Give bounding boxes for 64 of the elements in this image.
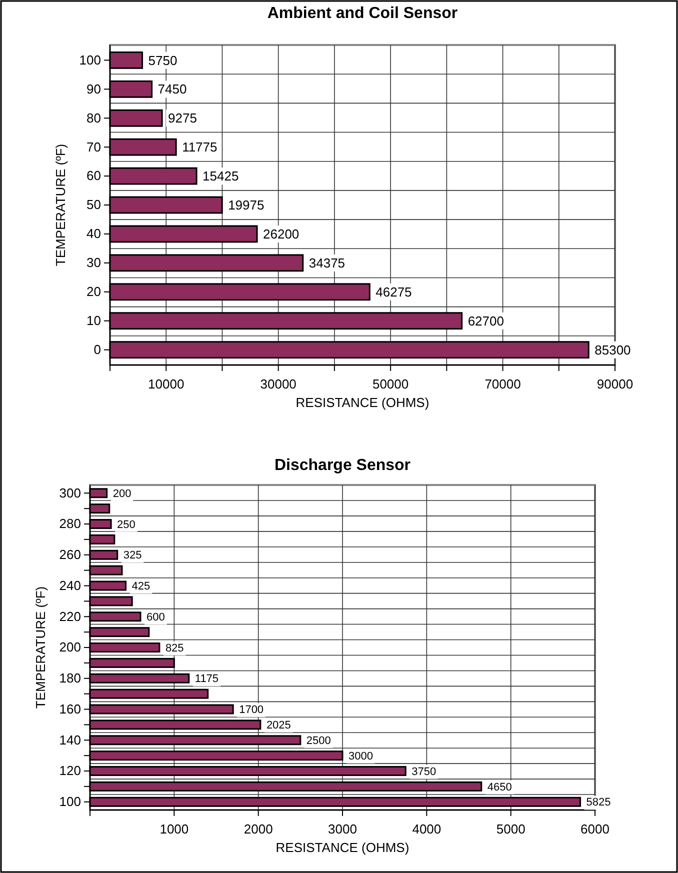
y-tick-label: 40 <box>86 226 101 242</box>
data-label: 11775 <box>182 140 218 155</box>
x-axis-title: RESISTANCE (OHMS) <box>296 395 430 410</box>
x-tick-label: 30000 <box>260 376 296 392</box>
data-label: 4650 <box>487 781 512 794</box>
data-label: 5825 <box>586 796 611 809</box>
y-tick-label: 0 <box>94 342 101 357</box>
x-tick-label: 50000 <box>372 376 409 392</box>
y-axis-title: TEMPERATURE (ºF) <box>53 144 68 266</box>
data-label: 825 <box>165 642 184 654</box>
y-tick-label: 100 <box>59 794 81 810</box>
y-tick-label: 280 <box>59 516 81 532</box>
data-label: 1700 <box>239 704 264 716</box>
x-tick-label: 1000 <box>160 821 189 836</box>
data-label: 200 <box>112 488 132 500</box>
data-label: 3750 <box>412 766 436 778</box>
data-label: 26200 <box>263 226 300 242</box>
y-tick-label: 220 <box>59 608 81 624</box>
y-tick-label: 180 <box>59 670 81 686</box>
data-label: 3000 <box>348 750 373 762</box>
y-tick-label: 200 <box>59 640 81 655</box>
data-label: 425 <box>132 580 150 593</box>
chart-title: Ambient and Coil Sensor <box>267 5 458 22</box>
x-tick-label: 4000 <box>412 821 442 836</box>
y-tick-label: 60 <box>86 168 101 184</box>
data-label: 600 <box>146 611 165 624</box>
chart-title: Discharge Sensor <box>274 457 411 474</box>
data-label: 19975 <box>228 198 264 213</box>
y-tick-label: 70 <box>86 139 101 154</box>
data-label: 250 <box>117 518 136 531</box>
data-label: 2500 <box>306 734 331 747</box>
y-tick-label: 20 <box>86 284 101 300</box>
y-tick-label: 50 <box>86 197 101 212</box>
x-tick-label: 10000 <box>148 376 184 392</box>
data-label: 34375 <box>308 255 346 270</box>
y-tick-label: 300 <box>59 485 81 500</box>
data-label: 5750 <box>148 52 178 68</box>
x-tick-label: 3000 <box>328 821 357 836</box>
data-label: 1175 <box>194 673 219 686</box>
y-tick-label: 160 <box>59 701 81 716</box>
data-label: 7450 <box>158 82 187 97</box>
data-label: 46275 <box>376 284 412 300</box>
y-tick-label: 80 <box>86 110 101 126</box>
y-tick-label: 240 <box>59 578 81 593</box>
data-label: 2025 <box>266 720 291 732</box>
data-label: 9275 <box>168 110 197 126</box>
y-tick-label: 10 <box>86 312 101 328</box>
x-tick-label: 70000 <box>484 376 521 392</box>
y-axis-title: TEMPERATURE (ºF) <box>33 586 48 709</box>
x-tick-label: 2000 <box>244 821 273 836</box>
data-label: 325 <box>123 550 142 562</box>
x-tick-label: 5000 <box>496 821 526 836</box>
x-tick-label: 90000 <box>596 376 634 392</box>
data-label: 85300 <box>594 342 631 358</box>
data-label: 15425 <box>202 168 239 184</box>
y-tick-label: 120 <box>59 763 81 778</box>
x-tick-label: 6000 <box>580 821 610 836</box>
y-tick-label: 90 <box>86 81 101 96</box>
x-axis-title: RESISTANCE (OHMS) <box>276 840 410 855</box>
y-tick-label: 260 <box>59 547 81 562</box>
y-tick-label: 30 <box>86 255 101 270</box>
y-tick-label: 140 <box>59 732 81 748</box>
y-tick-label: 100 <box>79 52 101 68</box>
data-label: 62700 <box>468 313 504 328</box>
